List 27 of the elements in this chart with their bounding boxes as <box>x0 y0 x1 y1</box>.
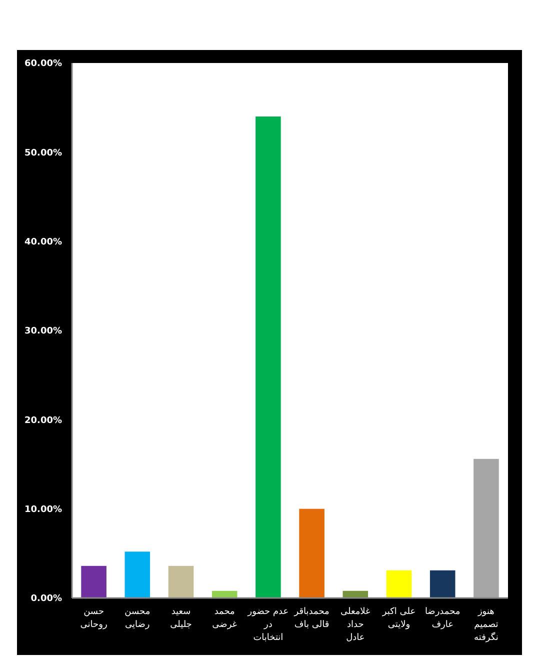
bar <box>124 552 150 598</box>
bar <box>474 458 499 598</box>
bar <box>342 590 368 598</box>
x-tick-label: حسن روحانی <box>80 607 108 630</box>
y-tick-label: 60.00% <box>24 59 62 70</box>
y-tick-label: 30.00% <box>24 326 62 337</box>
bar <box>81 566 106 598</box>
y-tick-label: 50.00% <box>24 148 62 158</box>
x-tick-label: غلامعلی حداد عادل <box>340 607 371 643</box>
x-tick-label: محسن رضایی <box>124 607 150 630</box>
y-tick-label: 20.00% <box>24 416 62 426</box>
bar <box>430 570 456 598</box>
bar <box>386 570 412 598</box>
bar <box>212 590 238 598</box>
x-tick-label: محمدرضا عارف <box>424 607 460 630</box>
bar <box>299 508 324 598</box>
y-tick-label: 40.00% <box>24 237 62 248</box>
bar <box>256 116 281 598</box>
x-tick-label: محمد غرضی <box>212 607 238 630</box>
bar <box>168 566 194 598</box>
y-tick-label: 0.00% <box>30 594 62 604</box>
x-tick-label: هنوز تصمیم نگرفته <box>474 607 499 643</box>
x-tick-label: سعید جلیلی <box>170 607 192 630</box>
y-tick-label: 10.00% <box>24 504 62 515</box>
x-tick-label: عدم حضور در انتخابات <box>246 607 289 643</box>
x-tick-label: علی اکبر ولایتی <box>381 607 416 630</box>
x-tick-label: محمدباقر قالی باف <box>293 607 330 630</box>
